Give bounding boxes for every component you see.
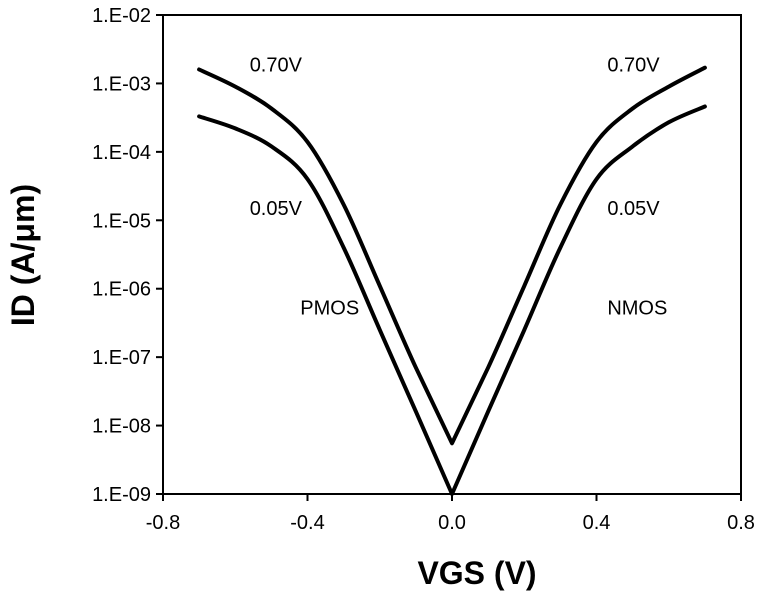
y-axis-title: ID (A/μm) — [5, 184, 41, 326]
x-tick-labels: -0.8 -0.4 0.0 0.4 0.8 — [146, 512, 755, 534]
axis-ticks — [156, 14, 742, 501]
x-tick-label: -0.8 — [146, 512, 180, 534]
y-tick-label: 1.E-03 — [92, 73, 151, 95]
x-axis-title: VGS (V) — [417, 555, 536, 591]
y-tick-label: 1.E-08 — [92, 416, 151, 438]
y-tick-label: 1.E-06 — [92, 279, 151, 301]
annotation-label: 0.05V — [607, 198, 660, 220]
annotation-label: 0.70V — [250, 54, 303, 76]
y-tick-label: 1.E-07 — [92, 347, 151, 369]
plot-frame — [162, 14, 742, 495]
y-tick-labels: 1.E-09 1.E-08 1.E-07 1.E-06 1.E-05 1.E-04 1.E-… — [92, 5, 151, 506]
y-tick-label: 1.E-02 — [92, 5, 151, 27]
curves — [197, 65, 707, 496]
annotation-label: 0.70V — [607, 54, 660, 76]
x-tick-label: 0.4 — [583, 512, 611, 534]
x-tick-label: -0.4 — [290, 512, 324, 534]
series-line-1 — [197, 104, 707, 496]
annotation-label: NMOS — [607, 298, 667, 320]
y-tick-label: 1.E-04 — [92, 142, 151, 164]
series-line-0 — [197, 65, 707, 446]
x-tick-label: 0.8 — [727, 512, 755, 534]
annotations: 0.70V 0.05V PMOS 0.70V 0.05V NMOS — [250, 54, 668, 319]
annotation-label: 0.05V — [250, 198, 303, 220]
y-tick-label: 1.E-05 — [92, 210, 151, 232]
x-tick-label: 0.0 — [438, 512, 466, 534]
y-tick-label: 1.E-09 — [92, 484, 151, 506]
annotation-label: PMOS — [300, 298, 359, 320]
